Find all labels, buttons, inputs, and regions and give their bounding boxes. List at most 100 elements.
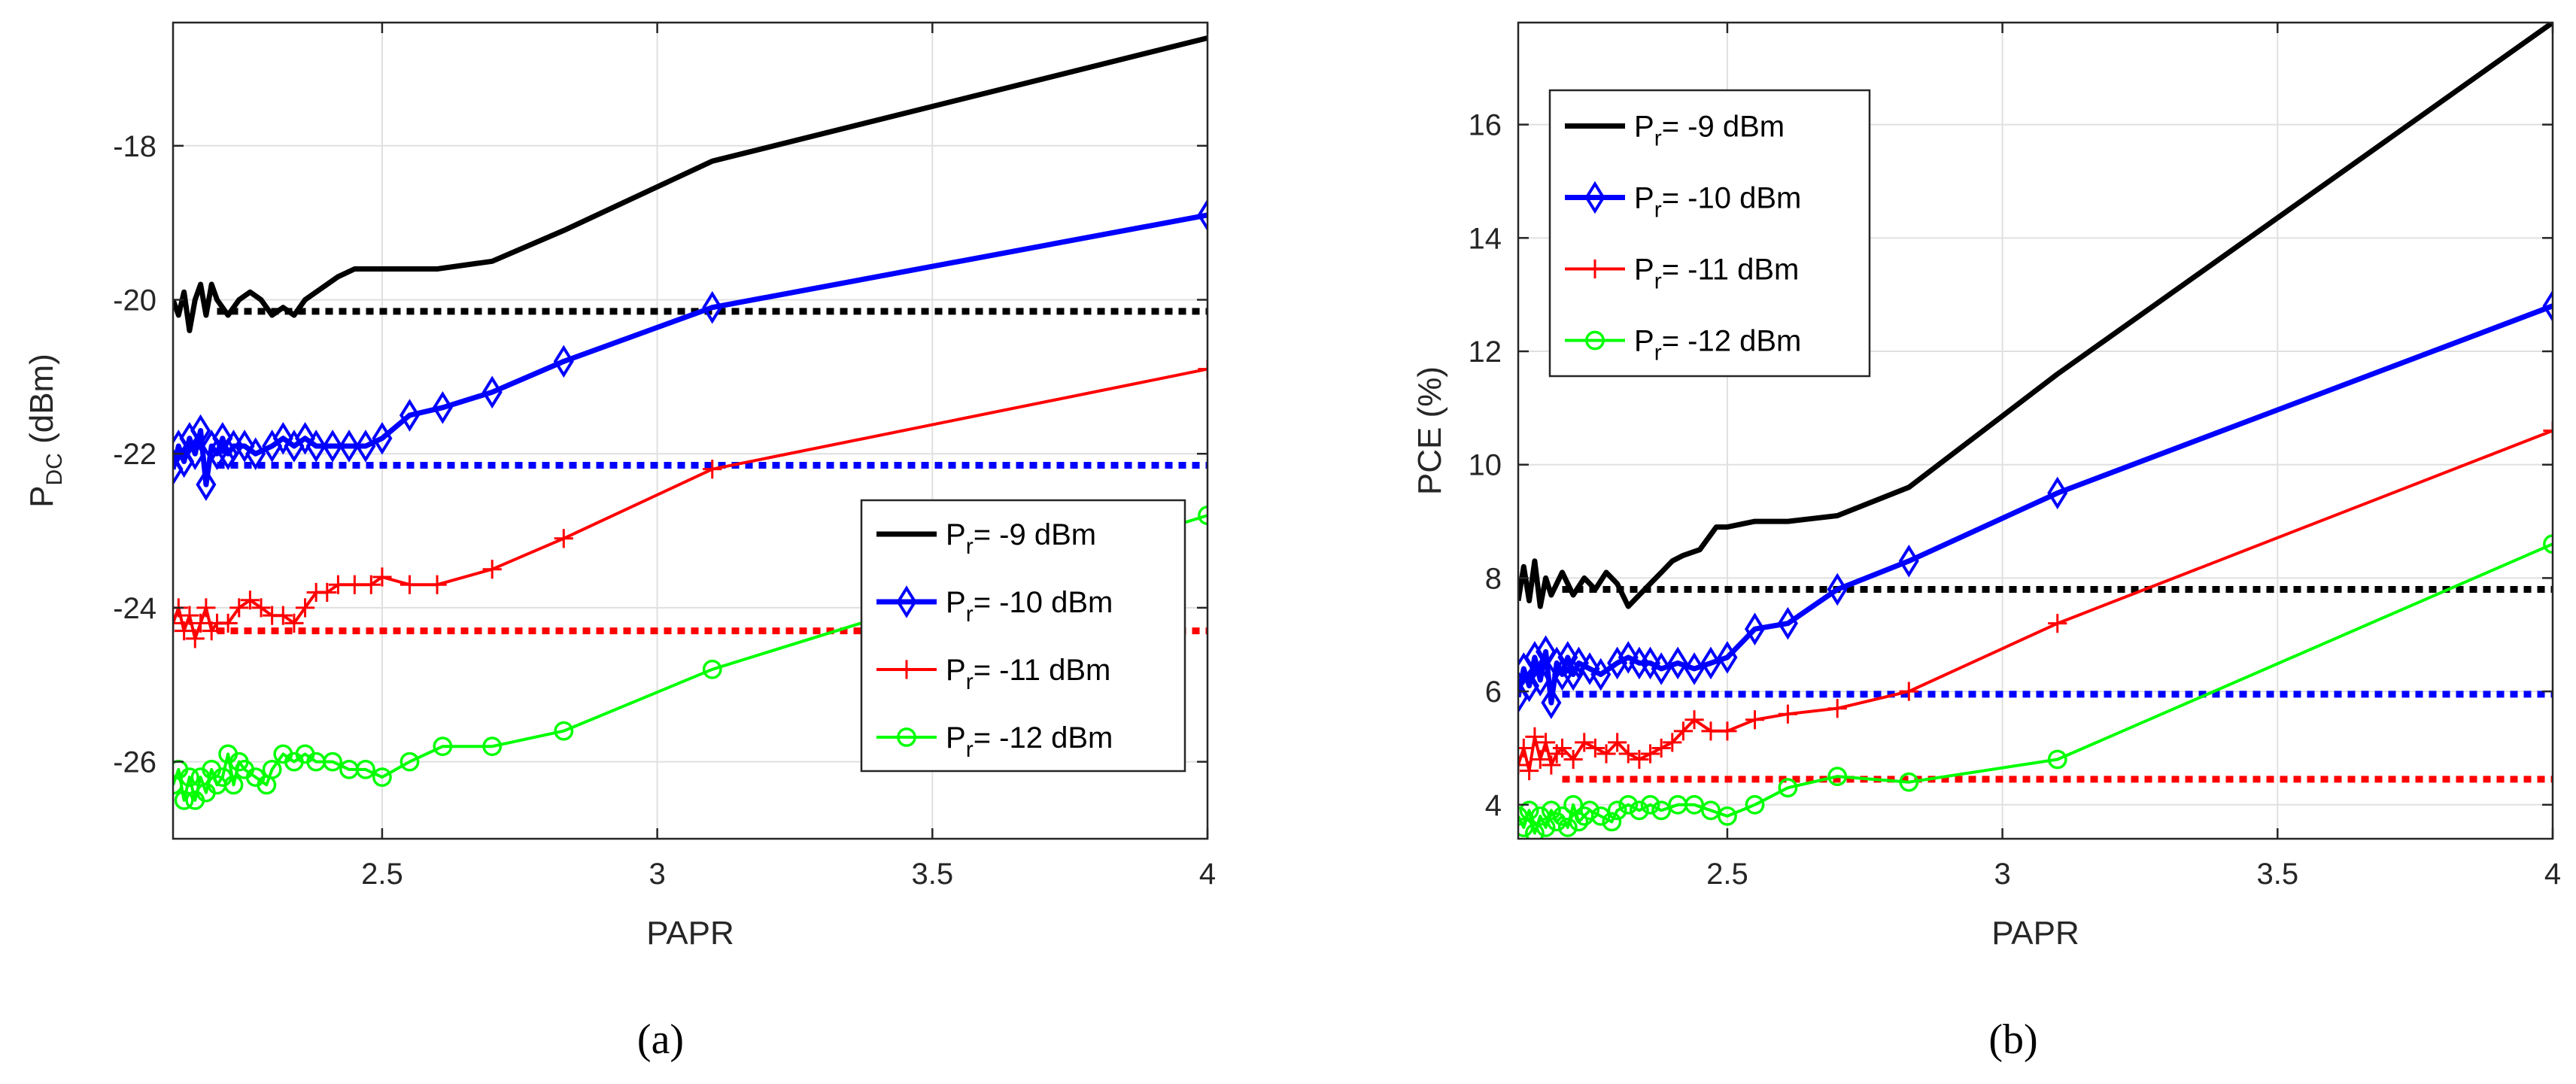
legend: Pr= -9 dBm Pr= -10 dBm Pr= -11 dBm Pr= -12 … [860, 499, 1186, 773]
y-tick-label: -24 [113, 592, 156, 625]
marker-circle [1602, 812, 1622, 832]
marker-circle [2543, 534, 2553, 554]
legend-label: Pr= -11 dBm [1634, 254, 1799, 294]
panel-a: 2.5 3 3.5 4 -26 -24 -22 -20 -18 PAPR PDC (dBm) Pr= … [23, 21, 1216, 952]
series-3 [1518, 534, 2553, 839]
marker-diamond [1519, 669, 1540, 703]
y-tick-label: 10 [1469, 449, 1502, 482]
legend-label: Pr= -9 dBm [946, 518, 1096, 559]
legend-item-2: Pr= -11 dBm [1565, 254, 1799, 294]
y-axis-label: PCE (%) [1411, 366, 1448, 495]
marker-diamond [1717, 641, 1738, 674]
series-2 [1518, 421, 2553, 781]
marker-circle [173, 775, 183, 795]
series-line [173, 514, 1208, 802]
marker-diamond [355, 430, 376, 463]
legend-item-1: Pr= -10 dBm [876, 585, 1113, 627]
marker-circle [1541, 800, 1561, 821]
legend-label: Pr= -10 dBm [946, 586, 1113, 627]
marker-diamond [1744, 612, 1766, 646]
marker-diamond [372, 421, 393, 455]
y-tick-label: 14 [1469, 222, 1502, 255]
y-tick-label: 6 [1485, 676, 1502, 709]
marker-circle [1569, 812, 1589, 832]
marker-circle [1618, 794, 1639, 815]
y-tick-label: -22 [113, 438, 156, 471]
marker-diamond [1568, 646, 1589, 680]
marker-diamond [272, 421, 293, 455]
y-axis-label-unit: (dBm) [23, 354, 60, 453]
marker-circle [702, 659, 722, 679]
marker-diamond [1640, 646, 1661, 680]
marker-diamond [1651, 652, 1672, 685]
marker-circle [180, 767, 199, 788]
legend-item-1: Pr= -10 dBm [1565, 181, 1801, 223]
marker-circle [1745, 794, 1765, 815]
y-axis-label: PDC (dBm) [23, 354, 67, 508]
x-tick-label: 2.5 [1706, 858, 1748, 891]
caption-a: (a) [637, 1016, 684, 1063]
marker-circle [1590, 806, 1611, 826]
marker-diamond [2542, 289, 2553, 323]
series-line [1518, 542, 2553, 835]
marker-circle [554, 721, 574, 741]
marker-diamond [339, 430, 360, 463]
series-0 [173, 35, 1208, 333]
marker-diamond [399, 399, 421, 432]
marker-circle [372, 767, 392, 788]
marker-diamond [1618, 641, 1639, 674]
marker-circle [1651, 800, 1672, 821]
marker-diamond [1584, 181, 1605, 214]
marker-circle [897, 727, 916, 747]
y-tick-label: -18 [113, 130, 156, 163]
x-tick-label: 4 [1199, 858, 1216, 891]
marker-circle [262, 759, 282, 779]
legend-label: Pr= -9 dBm [1634, 111, 1785, 151]
marker-diamond [217, 437, 238, 471]
x-axis-label: PAPR [646, 915, 734, 952]
y-tick-label: -20 [113, 284, 156, 317]
legend-item-3: Pr= -12 dBm [876, 721, 1113, 762]
marker-diamond [1590, 657, 1612, 691]
y-axis-label-main: P [23, 485, 60, 507]
x-axis-label: PAPR [1991, 915, 2079, 952]
marker-diamond [432, 390, 453, 424]
y-axis-label-sub: DC [42, 453, 67, 485]
marker-circle [399, 752, 420, 772]
marker-circle [1519, 800, 1539, 821]
caption-b: (b) [1988, 1016, 2037, 1063]
marker-diamond [245, 437, 266, 471]
panel-b: 2.5 3 3.5 4 4 6 8 10 12 14 16 PAPR PCE (%) Pr= -9 dBm… [1411, 21, 2561, 952]
marker-circle [1525, 823, 1545, 839]
marker-diamond [1777, 606, 1798, 640]
x-tick-label: 3 [649, 858, 665, 891]
marker-circle [1778, 778, 1798, 798]
marker-circle [1563, 794, 1584, 815]
x-tick-label: 4 [2544, 858, 2561, 891]
x-tick-label: 2.5 [361, 858, 403, 891]
series-line [173, 35, 1208, 333]
marker-diamond [295, 421, 316, 455]
marker-diamond [184, 437, 205, 471]
marker-diamond [1700, 646, 1721, 680]
marker-diamond [1530, 663, 1551, 697]
x-tick-label: 3.5 [2257, 858, 2299, 891]
marker-circle [323, 752, 343, 772]
marker-circle [482, 736, 503, 757]
marker-circle [356, 759, 375, 779]
marker-diamond [481, 375, 503, 409]
legend: Pr= -9 dBm Pr= -10 dBm Pr= -11 dBm Pr= -12 … [1548, 89, 1871, 378]
marker-circle [1607, 800, 1627, 821]
y-tick-label: -26 [113, 746, 156, 779]
legend-box [1548, 89, 1871, 378]
axes-box [1517, 21, 2554, 840]
marker-circle [433, 736, 453, 757]
marker-circle [1718, 806, 1737, 826]
legend-label: Pr= -12 dBm [1634, 325, 1801, 366]
legend-label: Pr= -11 dBm [946, 654, 1110, 694]
marker-circle [1547, 812, 1567, 832]
series-1 [1518, 289, 2553, 719]
y-tick-label: 12 [1469, 336, 1502, 369]
marker-diamond [1684, 652, 1705, 685]
